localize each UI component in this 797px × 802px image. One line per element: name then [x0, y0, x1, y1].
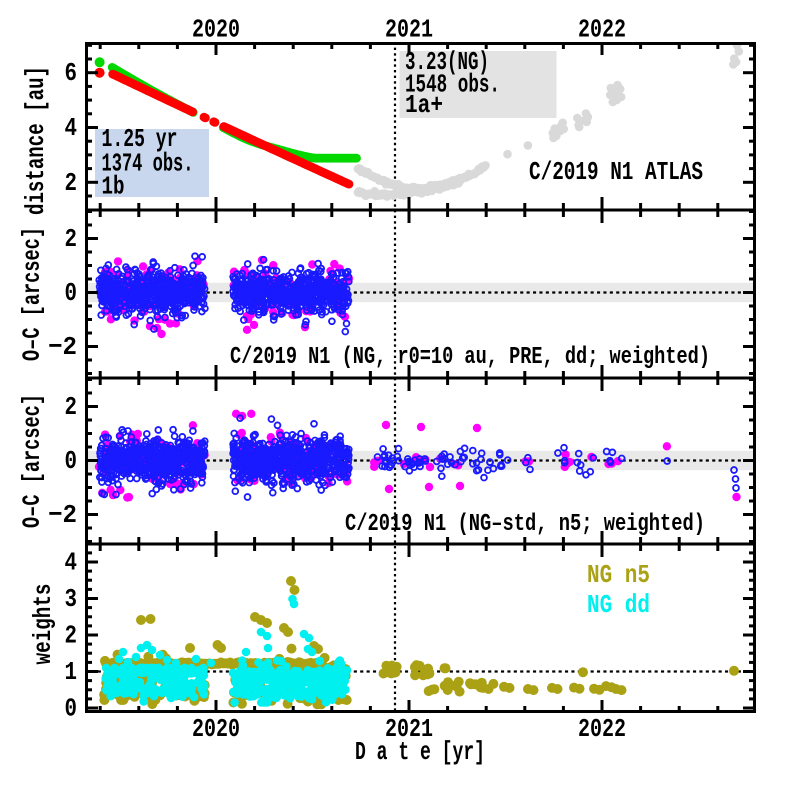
svg-text:3.23(NG): 3.23(NG) — [405, 47, 489, 77]
svg-text:−2: −2 — [48, 500, 77, 530]
svg-text:weights: weights — [29, 584, 58, 665]
svg-text:2: 2 — [65, 224, 78, 254]
svg-text:2: 2 — [65, 392, 78, 422]
svg-text:2022: 2022 — [578, 15, 626, 45]
svg-text:1a+: 1a+ — [405, 90, 443, 120]
svg-text:NG n5: NG n5 — [587, 560, 650, 590]
svg-text:1: 1 — [65, 657, 78, 687]
svg-text:4: 4 — [65, 548, 78, 578]
svg-text:3: 3 — [65, 584, 78, 614]
svg-text:1374 obs.: 1374 obs. — [102, 149, 194, 179]
svg-text:1548 obs.: 1548 obs. — [405, 70, 500, 100]
svg-text:1b: 1b — [102, 172, 125, 202]
svg-text:C/2019 N1 (NG–std, n5; weighte: C/2019 N1 (NG–std, n5; weighted) — [345, 511, 705, 538]
svg-text:−2: −2 — [48, 332, 77, 362]
svg-text:O–C [arcsec]: O–C [arcsec] — [18, 227, 47, 361]
svg-text:6: 6 — [65, 58, 78, 88]
svg-text:distance [au]: distance [au] — [21, 66, 51, 215]
svg-text:C/2019 N1 ATLAS: C/2019 N1 ATLAS — [529, 157, 703, 187]
svg-text:D a t e [yr]: D a t e [yr] — [355, 737, 485, 767]
svg-text:1.25 yr: 1.25 yr — [102, 124, 178, 154]
svg-text:C/2019 N1 (NG, r0=10 au, PRE,: C/2019 N1 (NG, r0=10 au, PRE, dd; weight… — [230, 344, 710, 371]
svg-text:2: 2 — [65, 621, 78, 651]
svg-text:0: 0 — [65, 446, 78, 476]
svg-text:4: 4 — [65, 113, 78, 143]
svg-text:0: 0 — [65, 694, 78, 724]
svg-text:2: 2 — [65, 168, 78, 198]
svg-text:2020: 2020 — [192, 15, 240, 45]
svg-text:O–C [arcsec]: O–C [arcsec] — [18, 394, 47, 528]
svg-text:2022: 2022 — [578, 714, 626, 744]
svg-text:2020: 2020 — [192, 714, 240, 744]
svg-text:2021: 2021 — [385, 714, 433, 744]
svg-text:NG dd: NG dd — [587, 590, 650, 620]
svg-text:2021: 2021 — [385, 15, 433, 45]
svg-text:0: 0 — [65, 278, 78, 308]
